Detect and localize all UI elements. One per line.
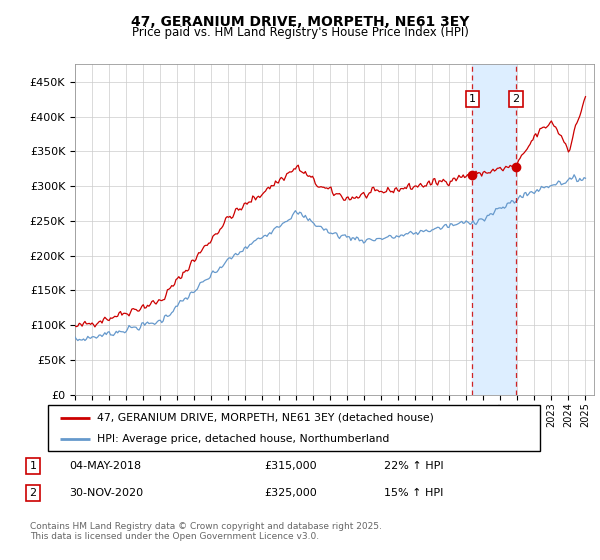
Text: 22% ↑ HPI: 22% ↑ HPI (384, 461, 443, 471)
Text: £325,000: £325,000 (264, 488, 317, 498)
Text: 1: 1 (29, 461, 37, 471)
FancyBboxPatch shape (48, 405, 540, 451)
Text: 47, GERANIUM DRIVE, MORPETH, NE61 3EY (detached house): 47, GERANIUM DRIVE, MORPETH, NE61 3EY (d… (97, 413, 434, 423)
Text: 47, GERANIUM DRIVE, MORPETH, NE61 3EY: 47, GERANIUM DRIVE, MORPETH, NE61 3EY (131, 15, 469, 29)
Text: Price paid vs. HM Land Registry's House Price Index (HPI): Price paid vs. HM Land Registry's House … (131, 26, 469, 39)
Text: Contains HM Land Registry data © Crown copyright and database right 2025.
This d: Contains HM Land Registry data © Crown c… (30, 522, 382, 542)
Text: 30-NOV-2020: 30-NOV-2020 (69, 488, 143, 498)
Text: 2: 2 (29, 488, 37, 498)
Text: 1: 1 (469, 94, 476, 104)
Text: 2: 2 (512, 94, 520, 104)
Text: 15% ↑ HPI: 15% ↑ HPI (384, 488, 443, 498)
Text: 04-MAY-2018: 04-MAY-2018 (69, 461, 141, 471)
Bar (472, 64, 516, 395)
Text: HPI: Average price, detached house, Northumberland: HPI: Average price, detached house, Nort… (97, 435, 389, 444)
Text: £315,000: £315,000 (264, 461, 317, 471)
